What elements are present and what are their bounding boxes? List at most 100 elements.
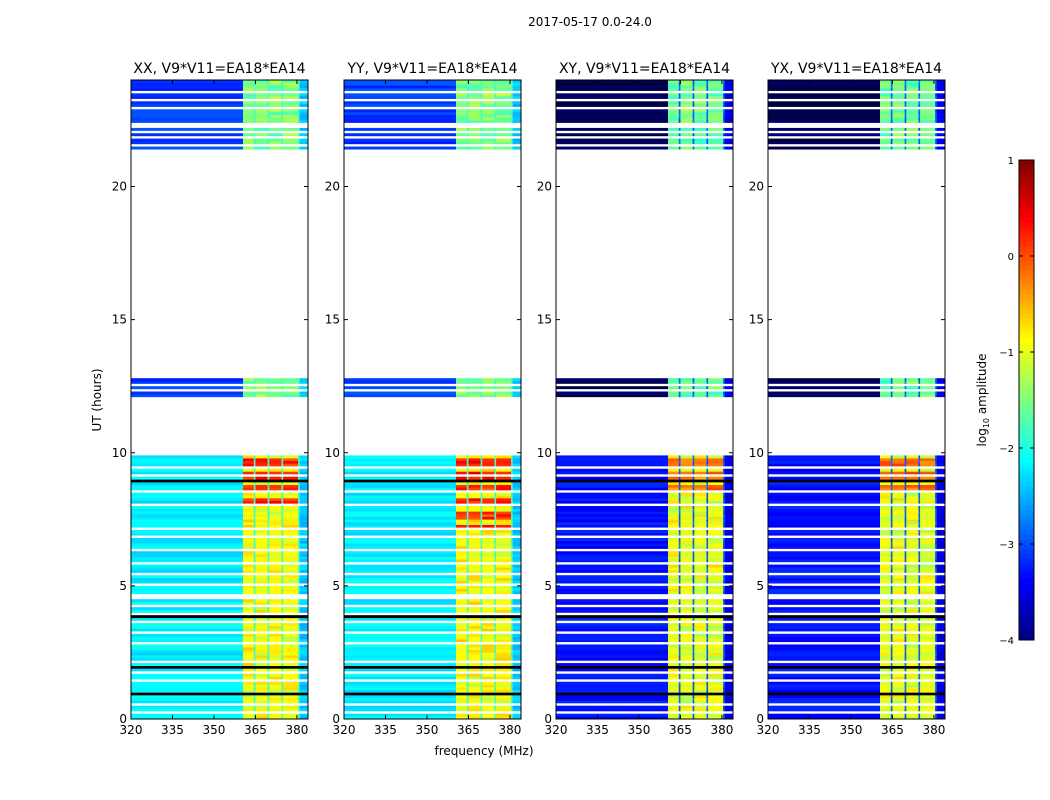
heatmap-cell xyxy=(468,625,481,629)
heatmap-cell xyxy=(344,639,457,643)
heatmap-cell xyxy=(918,673,921,677)
heatmap-cell xyxy=(768,607,881,611)
heatmap-cell xyxy=(724,95,734,99)
heatmap-cell xyxy=(255,521,268,525)
heatmap-cell xyxy=(131,607,244,611)
heatmap-cell xyxy=(935,601,937,605)
heatmap-cell xyxy=(694,559,707,563)
heatmap-cell xyxy=(511,545,513,549)
heatmap-cell xyxy=(694,519,707,523)
heatmap-cell xyxy=(904,567,907,571)
heatmap-cell xyxy=(466,569,469,573)
heatmap-cell xyxy=(283,117,299,121)
heatmap-cell xyxy=(936,713,946,717)
x-tick-label: 320 xyxy=(120,723,143,737)
heatmap-cell xyxy=(299,482,309,485)
heatmap-cell xyxy=(692,663,695,667)
heatmap-cell xyxy=(512,506,522,509)
heatmap-cell xyxy=(556,495,669,499)
heatmap-cell xyxy=(723,577,725,581)
heatmap-cell xyxy=(694,114,707,118)
heatmap-cell xyxy=(299,492,309,496)
heatmap-cell xyxy=(890,647,893,651)
heatmap-cell xyxy=(511,713,513,717)
heatmap-cell xyxy=(243,556,255,560)
heatmap-cell xyxy=(768,532,881,536)
heatmap-cell xyxy=(724,391,734,395)
heatmap-cell xyxy=(880,575,892,579)
heatmap-cell xyxy=(694,708,707,712)
heatmap-cell xyxy=(253,463,256,467)
heatmap-cell xyxy=(890,133,893,137)
heatmap-cell xyxy=(768,625,881,629)
heatmap-cell xyxy=(466,617,469,621)
colorbar-cell xyxy=(1019,222,1034,228)
heatmap-cell xyxy=(668,601,680,605)
heatmap-cell xyxy=(724,553,734,557)
heatmap-cell xyxy=(668,468,680,472)
heatmap-cell xyxy=(283,511,299,515)
heatmap-cell xyxy=(243,484,255,488)
heatmap-cell xyxy=(768,95,881,99)
heatmap-cell xyxy=(918,652,921,656)
heatmap-cell xyxy=(692,577,695,581)
heatmap-cell xyxy=(918,663,921,667)
heatmap-cell xyxy=(253,575,256,579)
heatmap-cell xyxy=(466,644,469,648)
heatmap-cell xyxy=(724,588,734,592)
heatmap-cell xyxy=(880,681,892,685)
heatmap-cell xyxy=(512,146,522,150)
heatmap-cell xyxy=(768,668,881,672)
heatmap-cell xyxy=(935,545,937,549)
heatmap-cell xyxy=(708,119,724,123)
heatmap-cell xyxy=(935,460,937,464)
heatmap-cell xyxy=(768,500,881,504)
heatmap-cell xyxy=(936,676,946,680)
heatmap-cell xyxy=(269,545,282,549)
heatmap-cell xyxy=(466,80,469,83)
heatmap-cell xyxy=(512,668,522,672)
heatmap-cell xyxy=(880,543,892,547)
heatmap-cell xyxy=(904,692,907,696)
heatmap-cell xyxy=(678,657,681,661)
heatmap-cell xyxy=(267,687,270,691)
heatmap-cell xyxy=(243,82,255,86)
heatmap-cell xyxy=(255,668,268,672)
heatmap-cell xyxy=(906,114,919,118)
heatmap-cell xyxy=(706,577,709,581)
heatmap-cell xyxy=(724,85,734,89)
heatmap-cell xyxy=(556,380,669,384)
heatmap-cell xyxy=(723,689,725,693)
heatmap-cell xyxy=(298,623,300,627)
heatmap-cell xyxy=(131,114,244,118)
heatmap-cell xyxy=(468,516,481,520)
heatmap-cell xyxy=(890,492,893,496)
heatmap-cell xyxy=(920,82,936,86)
heatmap-cell xyxy=(904,676,907,680)
heatmap-cell xyxy=(678,585,681,589)
heatmap-cell xyxy=(706,623,709,627)
heatmap-cell xyxy=(468,521,481,525)
heatmap-cell xyxy=(724,689,734,693)
heatmap-cell xyxy=(692,529,695,533)
heatmap-cell xyxy=(708,498,724,501)
heatmap-cell xyxy=(668,585,680,589)
heatmap-cell xyxy=(255,663,268,667)
heatmap-cell xyxy=(708,513,724,517)
heatmap-cell xyxy=(253,529,256,533)
heatmap-cell xyxy=(724,657,734,661)
heatmap-cell xyxy=(283,649,299,653)
heatmap-cell xyxy=(468,713,481,717)
heatmap-cell xyxy=(243,695,255,698)
heatmap-cell xyxy=(723,506,725,509)
heatmap-cell xyxy=(918,82,921,86)
heatmap-cell xyxy=(299,394,309,398)
heatmap-cell xyxy=(890,101,893,105)
heatmap-cell xyxy=(299,617,309,621)
heatmap-cell xyxy=(267,487,270,491)
heatmap-cell xyxy=(904,689,907,693)
heatmap-cell xyxy=(906,601,919,605)
heatmap-cell xyxy=(918,484,921,488)
heatmap-cell xyxy=(892,468,905,472)
heatmap-cell xyxy=(680,455,693,459)
